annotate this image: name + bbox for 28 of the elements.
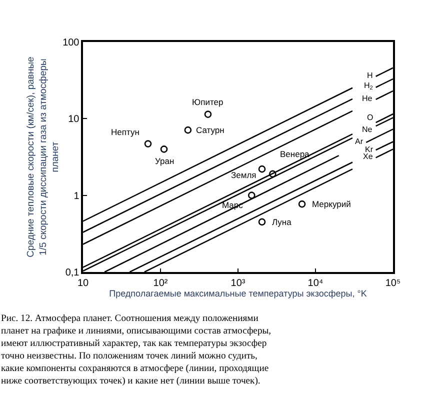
annotation: Земля xyxy=(231,170,257,180)
x-tick-label: 10³ xyxy=(230,278,246,289)
x-tick-label: 10 xyxy=(77,278,89,289)
x-axis-title: Предполагаемые максимальные температуры экзосферы, °K xyxy=(109,288,367,299)
annotation: Луна xyxy=(272,217,292,227)
series-label: Kr xyxy=(365,145,374,154)
annotation: Уран xyxy=(155,156,174,166)
series-label: Ar xyxy=(355,137,364,146)
series-label: He xyxy=(362,94,373,103)
series-label: H xyxy=(367,71,373,80)
y-tick-label: 1 xyxy=(74,190,80,202)
annotation: Венера xyxy=(280,149,310,159)
series-label: O xyxy=(367,113,374,122)
annotation: Нептун xyxy=(111,127,140,137)
annotation: Сатурн xyxy=(196,125,225,135)
series-label: Xe xyxy=(363,152,374,161)
annotation: Меркурий xyxy=(312,199,352,209)
series-label: Ne xyxy=(362,125,373,134)
y-tick-label: 10 xyxy=(68,114,80,126)
y-tick-label: 0,1 xyxy=(65,268,80,278)
x-tick-label: 10² xyxy=(153,278,168,289)
x-tick-label: 10⁵ xyxy=(385,278,401,289)
annotation: Юпитер xyxy=(192,97,224,107)
y-axis-title: Средние тепловые скорости (км/сек), равные 1/5 скорости диссипации газа из атмосферы планет xyxy=(26,56,62,258)
series-label: H$_{2}$ xyxy=(364,81,373,92)
y-tick-label: 100 xyxy=(62,38,80,48)
text: Рис. 12. Атмосфера планет. Соотношения между положениями планет на графике и линиями, описывающими состав атмосферы, имеют иллюстративный характер, так как температуры экзосфер точно неизвестны. По положениям точек линий можно судить, какие компоненты сохраняются в атмосфере (линии, проходящие ниже соответствующих точек) и какие нет (линии выше точек). xyxy=(1,313,272,386)
x-tick-label: 10⁴ xyxy=(308,278,324,289)
